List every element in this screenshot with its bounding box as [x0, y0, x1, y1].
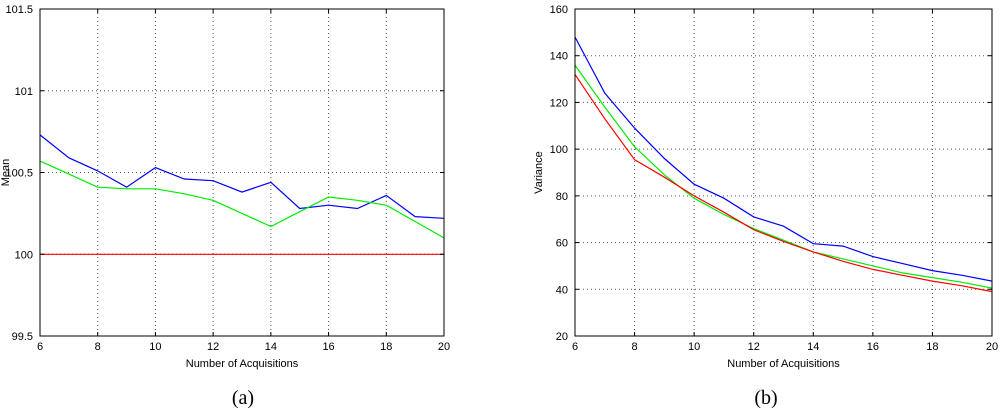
panel-b-y-tick-label: 100	[550, 144, 568, 156]
panel-a-x-tick-label: 16	[322, 341, 334, 353]
panel-a-x-tick-label: 8	[95, 341, 101, 353]
panel-b-series-line-1	[574, 36, 993, 282]
panel-b-y-tick-label: 140	[550, 51, 568, 63]
panel-b-y-tick-label: 80	[556, 191, 568, 203]
panel-a-y-tick-label: 101.5	[5, 4, 33, 16]
panel-a-x-tick-label: 18	[380, 341, 392, 353]
panel-b-series-line-2	[574, 64, 993, 289]
panel-b-x-tick-label: 6	[572, 341, 578, 353]
panel-b-caption: (b)	[754, 387, 777, 409]
panel-a-y-tick-label: 100.5	[5, 168, 33, 180]
panel-b-ticks: 6 8 10 12 14 16 18 20 20 40 60 80 100 120 140 160	[550, 4, 998, 353]
panel-b-x-tick-label: 20	[986, 341, 998, 353]
panel-a-y-tick-label: 99.5	[12, 331, 33, 343]
panel-a-y-tick-label: 100	[15, 249, 33, 261]
panel-b-series	[574, 36, 993, 293]
panel-b-x-tick-label: 10	[688, 341, 700, 353]
panel-b-x-tick-label: 18	[926, 341, 938, 353]
panel-a-series	[39, 134, 445, 255]
panel-b-y-axis-label: Variance	[533, 151, 545, 194]
panel-a-y-axis-label: Mean	[0, 159, 12, 187]
panel-b-x-axis-label: Number of Acquisitions	[727, 358, 840, 370]
panel-b-y-tick-label: 40	[556, 284, 568, 296]
panel-a-y-tick-label: 101	[15, 86, 33, 98]
panel-b-x-tick-label: 12	[748, 341, 760, 353]
panel-b-x-tick-label: 8	[632, 341, 638, 353]
panel-a-x-axis-label: Number of Acquisitions	[186, 358, 299, 370]
panel-b-y-tick-label: 60	[556, 238, 568, 250]
panel-a-series-line-2	[39, 160, 445, 239]
panel-b-x-tick-label: 14	[807, 341, 819, 353]
panel-a-x-tick-label: 14	[265, 341, 277, 353]
panel-b-y-tick-label: 120	[550, 97, 568, 109]
panel-a-mean-chart: 6 8 10 12 14 16 18 20 99.5 100 100.5 101 101.5 Numbe…	[0, 4, 450, 409]
panel-a-x-tick-label: 6	[37, 341, 43, 353]
panel-a-ticks: 6 8 10 12 14 16 18 20 99.5 100 100.5 101 101.5	[5, 4, 450, 353]
panel-b-y-tick-label: 160	[550, 4, 568, 16]
panel-a-x-tick-label: 20	[438, 341, 450, 353]
panel-b-variance-chart: 6 8 10 12 14 16 18 20 20 40 60 80 100 120 140 160 Numbe…	[533, 4, 998, 409]
panel-b-grid	[575, 9, 992, 336]
panel-a-caption: (a)	[232, 387, 254, 409]
panel-b-x-tick-label: 16	[867, 341, 879, 353]
panel-b-y-tick-label: 20	[556, 331, 568, 343]
panel-a-x-tick-label: 12	[207, 341, 219, 353]
panel-b-plot-frame	[574, 8, 993, 337]
panel-a-x-tick-label: 10	[149, 341, 161, 353]
panel-a-series-line-1	[39, 134, 445, 219]
panel-b-series-line-3	[574, 74, 993, 293]
